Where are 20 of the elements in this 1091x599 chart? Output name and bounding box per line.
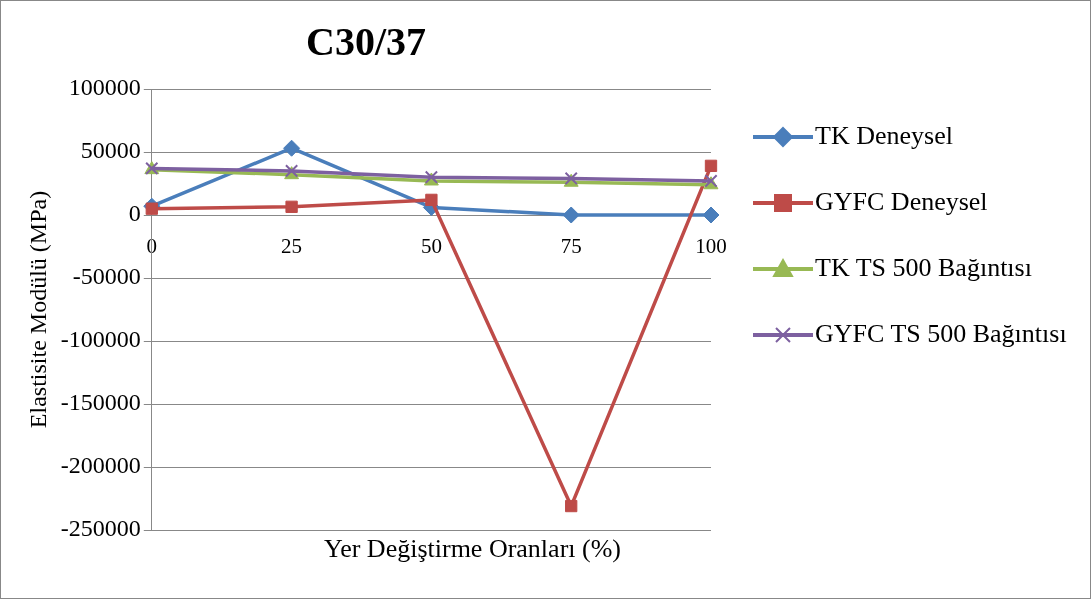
y-tick-label: -200000: [60, 452, 141, 479]
y-tick-label: -250000: [60, 515, 141, 542]
x-tick-label: 50: [420, 234, 442, 259]
y-tick-label: -150000: [60, 389, 141, 416]
y-tick-label: 100000: [68, 74, 141, 101]
y-tick-label: -50000: [72, 263, 141, 290]
x-axis-title: Yer Değiştirme Oranları (%): [323, 534, 622, 564]
x-tick-label: 100: [695, 234, 727, 259]
legend-label: GYFC Deneysel: [815, 187, 988, 217]
y-tick-label: -100000: [60, 326, 141, 353]
y-tick-label: 0: [128, 200, 141, 227]
x-tick-label: 0: [146, 234, 158, 259]
chart-title: C30/37: [306, 19, 426, 65]
legend-label: GYFC TS 500 Bağıntısı: [815, 319, 1067, 349]
y-tick-label: 50000: [80, 137, 141, 164]
legend-label: TK TS 500 Bağıntısı: [815, 253, 1032, 283]
legend-label: TK Deneysel: [815, 121, 953, 151]
x-tick-label: 25: [281, 234, 303, 259]
x-tick-label: 75: [560, 234, 582, 259]
y-axis-title: Elastisite Modülü (MPa): [24, 190, 51, 429]
